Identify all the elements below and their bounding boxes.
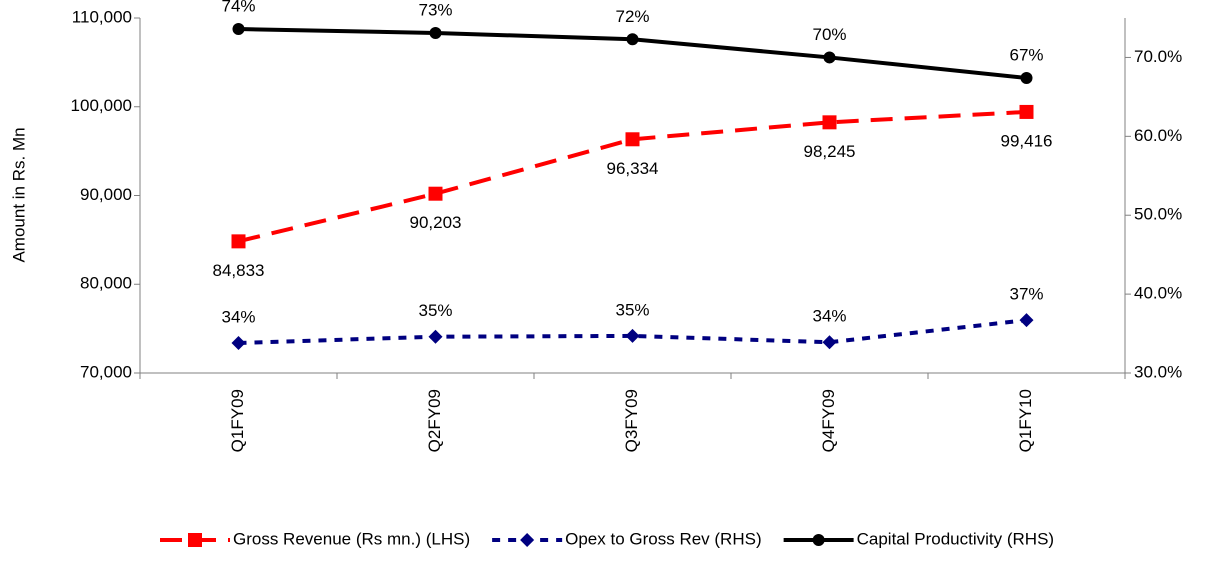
- data-point: [1019, 313, 1034, 328]
- x-tick-label: Q3FY09: [622, 389, 641, 452]
- data-point: [231, 234, 246, 249]
- data-point: [429, 26, 442, 39]
- data-label: 98,245: [804, 142, 856, 161]
- legend-marker: [520, 533, 535, 547]
- data-point: [232, 23, 245, 36]
- x-tick-label: Q1FY10: [1016, 389, 1035, 452]
- data-label: 99,416: [1001, 131, 1053, 150]
- data-label: 35%: [615, 300, 649, 319]
- y-axis-label: Amount in Rs. Mn: [9, 127, 28, 262]
- data-label: 72%: [615, 7, 649, 26]
- data-point: [822, 335, 837, 350]
- y2-tick-label: 50.0%: [1134, 205, 1182, 224]
- data-label: 96,334: [607, 159, 659, 178]
- y-tick-label: 110,000: [72, 7, 132, 26]
- data-point: [626, 33, 639, 46]
- y-tick-label: 100,000: [71, 96, 132, 115]
- x-tick-label: Q4FY09: [819, 389, 838, 452]
- data-label: 34%: [812, 307, 846, 326]
- data-label: 34%: [221, 308, 255, 327]
- data-label: 70%: [812, 25, 846, 44]
- y2-tick-label: 60.0%: [1134, 126, 1182, 145]
- data-label: 90,203: [410, 213, 462, 232]
- y2-tick-label: 30.0%: [1134, 362, 1182, 381]
- data-label: 67%: [1009, 45, 1043, 64]
- data-point: [231, 336, 246, 351]
- data-point: [1019, 104, 1034, 119]
- series-line: [238, 318, 1027, 346]
- y-tick-label: 90,000: [80, 185, 132, 204]
- y2-tick-label: 70.0%: [1134, 47, 1182, 66]
- data-point: [823, 51, 836, 64]
- x-tick-label: Q2FY09: [425, 389, 444, 452]
- legend-marker: [812, 534, 825, 546]
- y-tick-label: 70,000: [80, 362, 132, 381]
- y2-tick-label: 40.0%: [1134, 284, 1182, 303]
- legend-label: Gross Revenue (Rs mn.) (LHS): [233, 529, 470, 548]
- data-point: [428, 329, 443, 344]
- data-label: 84,833: [213, 261, 265, 280]
- data-label: 73%: [418, 0, 452, 19]
- data-point: [625, 132, 640, 147]
- data-point: [1020, 71, 1033, 84]
- legend-label: Opex to Gross Rev (RHS): [565, 529, 762, 548]
- x-tick-label: Q1FY09: [228, 389, 247, 452]
- data-label: 35%: [418, 301, 452, 320]
- data-label: 74%: [221, 0, 255, 16]
- data-point: [625, 328, 640, 343]
- y-tick-label: 80,000: [80, 274, 132, 293]
- data-point: [822, 115, 837, 130]
- legend-label: Capital Productivity (RHS): [857, 529, 1054, 548]
- data-label: 37%: [1009, 285, 1043, 304]
- legend-marker: [188, 533, 202, 547]
- data-point: [428, 186, 443, 201]
